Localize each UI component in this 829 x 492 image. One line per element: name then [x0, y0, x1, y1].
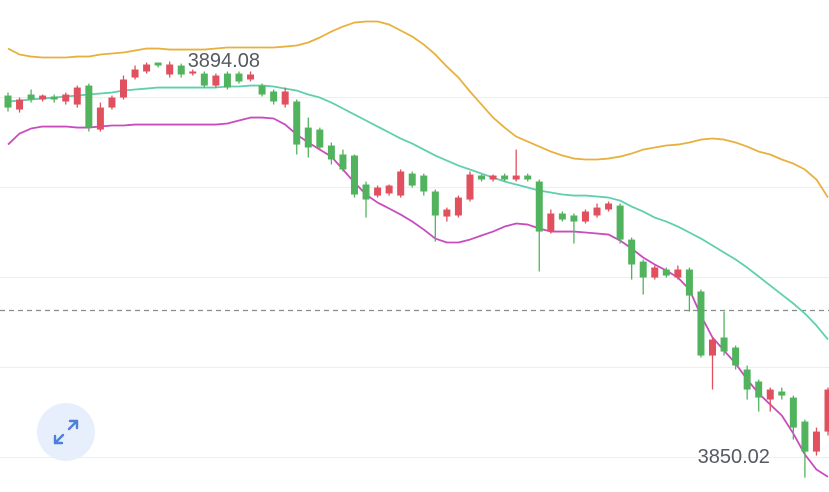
candle-body	[154, 62, 162, 66]
grid	[0, 97, 829, 459]
min-label: 3850.02	[698, 446, 770, 468]
candle-body	[385, 185, 393, 194]
candle-body	[189, 71, 197, 74]
candle-body	[212, 75, 220, 86]
labels: 3894.08 3850.02	[188, 50, 770, 468]
candle-body	[50, 96, 58, 100]
candle-body	[801, 421, 809, 452]
candle-body	[143, 64, 151, 72]
candle-body	[674, 269, 682, 278]
candle-body	[27, 94, 35, 100]
candle-body	[108, 97, 116, 108]
candle-body	[200, 73, 208, 86]
expand-button[interactable]	[37, 403, 95, 461]
candle-body	[685, 269, 693, 296]
candle-body	[778, 391, 786, 396]
candle-body	[281, 91, 289, 105]
candle-body	[316, 129, 324, 148]
candle-body	[304, 127, 312, 148]
candle-body	[443, 209, 451, 217]
candle-body	[824, 389, 829, 432]
candle-body	[73, 87, 81, 105]
candle-body	[524, 175, 532, 180]
max-label: 3894.08	[188, 50, 260, 72]
candle-body	[616, 205, 624, 240]
candle-body	[789, 397, 797, 428]
candles	[4, 61, 829, 478]
band-line	[7, 20, 829, 199]
candle-body	[431, 191, 439, 216]
candle-body	[581, 211, 589, 222]
candle-body	[39, 95, 47, 100]
candle-body	[628, 239, 636, 265]
candle-body	[16, 99, 24, 110]
candle-body	[131, 69, 139, 78]
candle-body	[512, 175, 520, 180]
candle-body	[720, 337, 728, 352]
candle-body	[293, 101, 301, 145]
candle-body	[466, 174, 474, 200]
candle-body	[651, 267, 659, 278]
expand-icon[interactable]	[53, 419, 79, 445]
candle-body	[362, 184, 370, 200]
candle-body	[397, 171, 405, 196]
candle-body	[270, 91, 278, 102]
candle-body	[166, 64, 174, 75]
candle-body	[374, 187, 382, 196]
candle-body	[4, 95, 12, 108]
expand-button-bg[interactable]	[37, 403, 95, 461]
candle-body	[478, 175, 486, 180]
candle-body	[766, 389, 774, 400]
candle-body	[62, 94, 70, 102]
candle-body	[755, 381, 763, 398]
candle-body	[177, 65, 185, 75]
candle-body	[339, 154, 347, 170]
candle-body	[547, 213, 555, 232]
candle-body	[454, 197, 462, 216]
candle-body	[258, 85, 266, 95]
candle-body	[593, 207, 601, 216]
candle-body	[639, 261, 647, 278]
candle-body	[408, 173, 416, 186]
candle-body	[223, 73, 231, 88]
candle-body	[570, 215, 578, 222]
candle-body	[489, 175, 497, 180]
candle-body	[96, 107, 104, 130]
candle-body	[235, 73, 243, 82]
candle-body	[605, 203, 613, 210]
candle-body	[501, 175, 509, 180]
candle-body	[697, 291, 705, 356]
candle-body	[732, 347, 740, 366]
candle-body	[535, 181, 543, 232]
candle-body	[662, 269, 670, 276]
candle-body	[709, 339, 717, 356]
candle-body	[743, 369, 751, 390]
candle-body	[119, 79, 127, 98]
candle-body	[247, 74, 255, 80]
candle-body	[420, 175, 428, 192]
candle-body	[812, 431, 820, 452]
candle-body	[85, 85, 93, 128]
candle-body	[350, 155, 358, 195]
band-line	[7, 84, 829, 341]
candle-body	[558, 213, 566, 220]
candle-body	[327, 145, 335, 160]
